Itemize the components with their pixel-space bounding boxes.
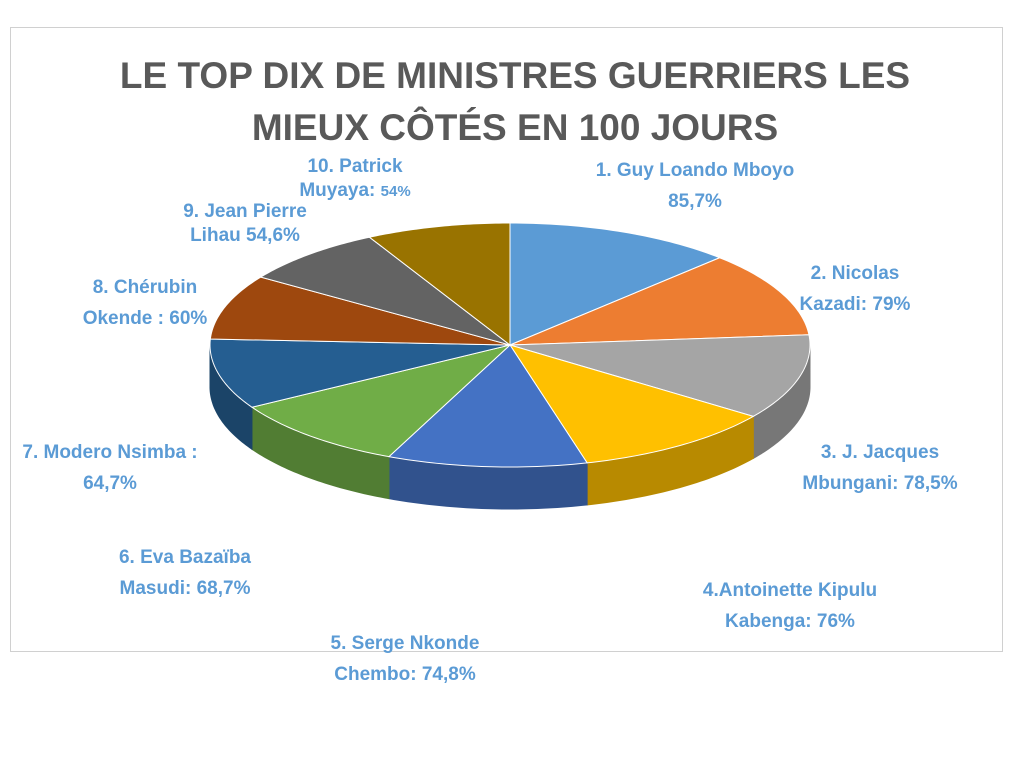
label-name: 10. Patrick Muyaya: <box>299 156 403 201</box>
chart-frame <box>10 27 1003 652</box>
data-label: 6. Eva Bazaïba Masudi: 68,7% <box>90 542 280 604</box>
label-value: 85,7% <box>668 191 722 212</box>
slice <box>259 236 511 346</box>
label-value: 68,7% <box>196 578 251 599</box>
label-name: 5. Serge Nkonde Chembo: <box>330 633 480 685</box>
slice <box>509 334 811 417</box>
chart-title: LE TOP DIX DE MINISTRES GUERRIERS LES MI… <box>119 55 911 148</box>
data-label: 8. Chérubin Okende : 60% <box>60 272 230 334</box>
label-value: 76% <box>816 611 855 632</box>
data-label: 1. Guy Loando Mboyo 85,7% <box>595 155 795 217</box>
slice <box>387 344 588 468</box>
slice <box>209 338 511 408</box>
slice <box>509 257 810 346</box>
label-value: 78,5% <box>903 473 958 494</box>
data-label: 2. Nicolas Kazadi: 79% <box>780 258 930 320</box>
label-value: 54% <box>380 183 411 200</box>
slice <box>209 276 511 346</box>
slice <box>250 344 512 458</box>
label-name: 4.Antoinette Kipulu Kabenga: <box>702 580 878 632</box>
label-value: 74,8% <box>421 664 476 685</box>
data-label: 5. Serge Nkonde Chembo: 74,8% <box>295 628 515 690</box>
slice <box>508 344 755 464</box>
label-value: 79% <box>872 294 911 315</box>
label-name: 9. Jean Pierre Lihau <box>183 201 307 246</box>
label-name: 3. J. Jacques Mbungani: <box>802 442 940 494</box>
label-value: 60% <box>169 308 208 329</box>
label-name: 8. Chérubin Okende : <box>82 277 198 329</box>
data-label: 7. Modero Nsimba : 64,7% <box>15 437 205 499</box>
data-label: 10. Patrick Muyaya: 54% <box>270 155 440 204</box>
slice <box>509 222 721 346</box>
label-name: 2. Nicolas Kazadi: <box>799 263 900 315</box>
label-name: 6. Eva Bazaïba Masudi: <box>118 547 252 599</box>
data-label: 3. J. Jacques Mbungani: 78,5% <box>800 437 960 499</box>
label-name: 1. Guy Loando Mboyo <box>595 160 795 181</box>
label-value: 64,7% <box>83 473 137 494</box>
label-name: 7. Modero Nsimba : <box>22 442 198 463</box>
label-value: 54,6% <box>246 225 300 246</box>
data-label: 4.Antoinette Kipulu Kabenga: 76% <box>675 575 905 637</box>
slice <box>368 222 511 347</box>
data-label: 9. Jean Pierre Lihau 54,6% <box>160 200 330 248</box>
